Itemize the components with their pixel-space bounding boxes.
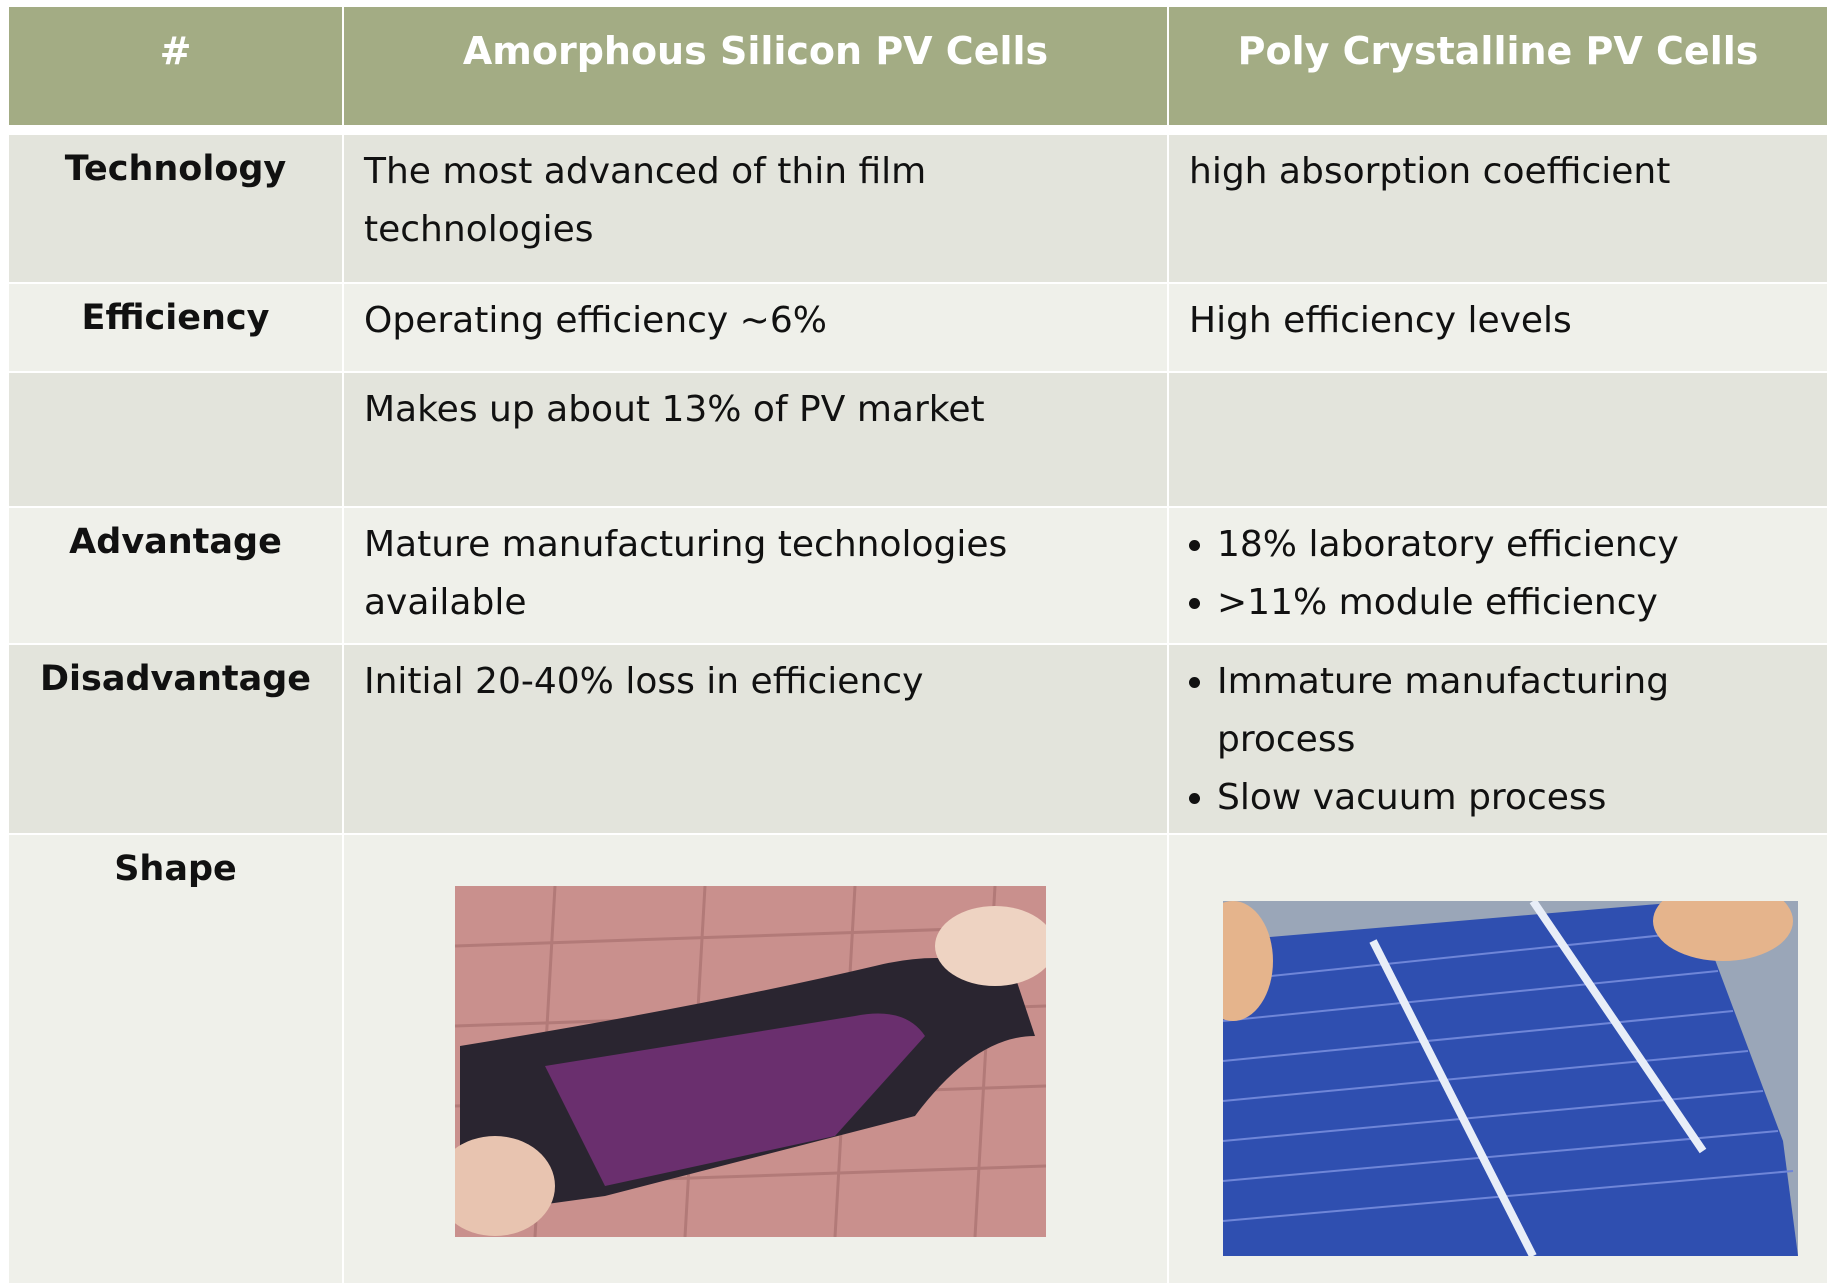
header-cell: Poly Crystalline PV Cells (1169, 7, 1827, 125)
poly-cell: Immature manufacturing processSlow vacuu… (1169, 645, 1827, 833)
slide: #Amorphous Silicon PV CellsPoly Crystall… (0, 0, 1835, 1286)
row-label: Technology (9, 135, 342, 282)
bullet-list: 18% laboratory efficiency>11% module eff… (1189, 516, 1807, 632)
poly-cell: High efficiency levels (1169, 284, 1827, 371)
amorphous-cell: Makes up about 13% of PV market (344, 373, 1167, 506)
header-cell: Amorphous Silicon PV Cells (344, 7, 1167, 125)
amorphous-cell: Initial 20-40% loss in efficiency (344, 645, 1167, 833)
amorphous-cell: The most advanced of thin film technolog… (344, 135, 1167, 282)
row-label: Advantage (9, 508, 342, 643)
poly-cell: 18% laboratory efficiency>11% module eff… (1169, 508, 1827, 643)
poly-cell: high absorption coefficient (1169, 135, 1827, 282)
bullet-item: >11% module efficiency (1217, 574, 1807, 632)
amorphous-cell: Mature manufacturing technologies availa… (344, 508, 1167, 643)
row-label (9, 373, 342, 506)
bullet-item: Slow vacuum process (1217, 769, 1807, 827)
amorphous-photo (455, 886, 1046, 1237)
row-label: Efficiency (9, 284, 342, 371)
row-label: Shape (9, 835, 342, 1283)
row-label: Disadvantage (9, 645, 342, 833)
bullet-list: Immature manufacturing processSlow vacuu… (1189, 653, 1807, 827)
bullet-item: Immature manufacturing process (1217, 653, 1807, 769)
polycrystalline-photo (1223, 901, 1798, 1256)
header-cell: # (9, 7, 342, 125)
bullet-item: 18% laboratory efficiency (1217, 516, 1807, 574)
amorphous-cell: Operating efficiency ~6% (344, 284, 1167, 371)
poly-cell (1169, 373, 1827, 506)
